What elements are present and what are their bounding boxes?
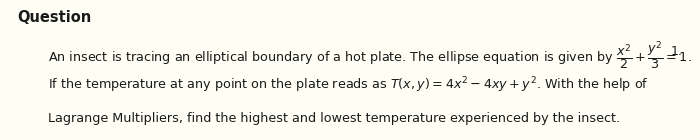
Text: Question: Question [18, 10, 92, 25]
Text: An insect is tracing an elliptical boundary of a hot plate. The ellipse equation: An insect is tracing an elliptical bound… [48, 39, 692, 72]
Text: 1.: 1. [671, 45, 682, 58]
Text: Lagrange Multipliers, find the highest and lowest temperature experienced by the: Lagrange Multipliers, find the highest a… [48, 112, 620, 125]
Text: If the temperature at any point on the plate reads as $T(x, y) = 4x^2 - 4xy + y^: If the temperature at any point on the p… [48, 76, 648, 95]
